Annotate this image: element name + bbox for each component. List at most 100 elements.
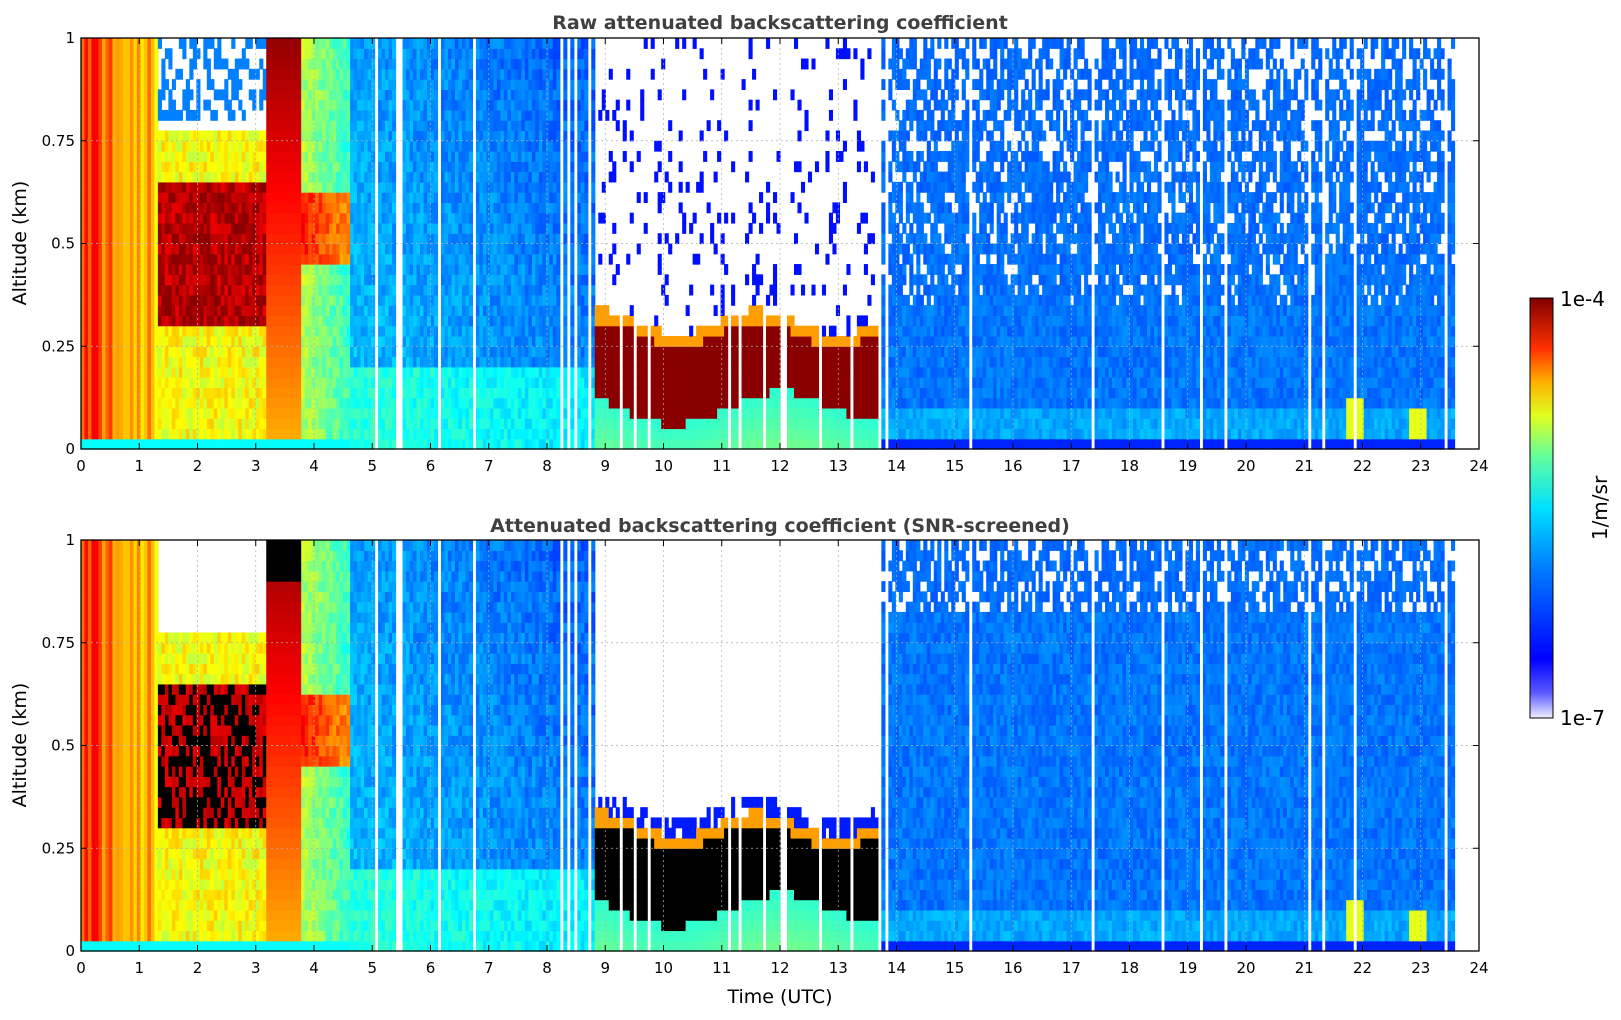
- heatmap-cell: [413, 212, 418, 224]
- heatmap-cell: [185, 233, 190, 245]
- heatmap-cell: [458, 428, 463, 440]
- heatmap-cell: [185, 151, 190, 162]
- heatmap-cell: [531, 99, 536, 111]
- heatmap-cell: [479, 428, 484, 440]
- heatmap-cell: [514, 284, 519, 296]
- heatmap-cell: [486, 294, 491, 306]
- heatmap-cell: [353, 428, 358, 440]
- heatmap-cell: [164, 356, 169, 368]
- heatmap-cell: [458, 151, 463, 162]
- heatmap-cell: [542, 212, 547, 224]
- heatmap-cell: [496, 335, 501, 347]
- heatmap-cell: [336, 38, 341, 49]
- heatmap-cell: [433, 171, 439, 183]
- heatmap-cell: [420, 397, 425, 409]
- heatmap-cell: [332, 109, 337, 121]
- heatmap-cell: [203, 140, 208, 152]
- heatmap-cell: [133, 79, 138, 90]
- heatmap-cell: [84, 109, 89, 121]
- heatmap-cell: [311, 130, 316, 142]
- heatmap-cell: [336, 109, 341, 121]
- heatmap-cell: [297, 38, 302, 49]
- heatmap-cell: [378, 58, 383, 70]
- heatmap-cell: [290, 284, 295, 296]
- heatmap-cell: [416, 397, 421, 409]
- heatmap-cell: [122, 89, 128, 101]
- heatmap-cell: [301, 397, 306, 409]
- heatmap-cell: [287, 264, 292, 275]
- heatmap-cell: [451, 161, 456, 173]
- heatmap-cell: [524, 377, 529, 388]
- heatmap-cell: [433, 181, 439, 193]
- heatmap-cell: [357, 79, 362, 90]
- heatmap-cell: [94, 428, 100, 440]
- heatmap-cell: [388, 58, 393, 70]
- heatmap-cell: [220, 407, 225, 419]
- heatmap-cell: [542, 202, 547, 214]
- heatmap-cell: [353, 284, 358, 296]
- heatmap-cell: [122, 161, 128, 173]
- heatmap-cell: [192, 161, 197, 173]
- heatmap-cell: [517, 284, 522, 296]
- heatmap-cell: [119, 294, 124, 306]
- heatmap-cell: [500, 48, 505, 60]
- heatmap-cell: [461, 325, 467, 337]
- heatmap-cell: [241, 325, 246, 337]
- heatmap-cell: [545, 366, 550, 378]
- heatmap-cell: [475, 38, 481, 49]
- heatmap-cell: [276, 264, 281, 275]
- heatmap-cell: [238, 151, 243, 162]
- heatmap-cell: [108, 58, 114, 70]
- heatmap-cell: [178, 151, 183, 162]
- heatmap-cell: [371, 222, 376, 234]
- heatmap-cell: [388, 89, 393, 101]
- heatmap-cell: [465, 202, 470, 214]
- heatmap-cell: [416, 222, 421, 234]
- heatmap-cell: [105, 428, 110, 440]
- heatmap-cell: [353, 130, 358, 142]
- heatmap-cell: [87, 335, 93, 347]
- heatmap-cell: [231, 192, 236, 203]
- heatmap-cell: [178, 274, 183, 286]
- heatmap-cell: [301, 428, 306, 440]
- heatmap-cell: [454, 233, 460, 245]
- heatmap-cell: [388, 109, 393, 121]
- heatmap-cell: [94, 294, 100, 306]
- heatmap-cell: [234, 68, 239, 80]
- heatmap-cell: [346, 109, 351, 121]
- heatmap-cell: [192, 335, 197, 347]
- heatmap-cell: [210, 397, 215, 409]
- heatmap-cell: [381, 38, 386, 49]
- heatmap-cell: [283, 109, 288, 121]
- heatmap-cell: [451, 243, 456, 255]
- heatmap-cell: [248, 68, 253, 80]
- heatmap-cell: [318, 192, 323, 203]
- heatmap-cell: [496, 418, 501, 430]
- heatmap-cell: [101, 305, 107, 317]
- heatmap-cell: [213, 109, 218, 121]
- heatmap-cell: [545, 212, 550, 224]
- heatmap-cell: [108, 305, 114, 317]
- heatmap-cell: [381, 212, 386, 224]
- heatmap-cell: [304, 407, 309, 419]
- heatmap-cell: [336, 325, 341, 337]
- heatmap-cell: [423, 356, 428, 368]
- heatmap-cell: [440, 366, 446, 378]
- heatmap-cell: [322, 68, 327, 80]
- heatmap-cell: [346, 438, 351, 450]
- heatmap-cell: [171, 305, 176, 317]
- heatmap-cell: [112, 222, 117, 234]
- heatmap-cell: [171, 264, 176, 275]
- heatmap-cell: [343, 130, 348, 142]
- heatmap-cell: [217, 407, 222, 419]
- heatmap-cell: [294, 243, 299, 255]
- heatmap-cell: [238, 366, 243, 378]
- heatmap-cell: [392, 284, 397, 296]
- heatmap-cell: [371, 212, 376, 224]
- heatmap-cell: [115, 161, 121, 173]
- heatmap-cell: [143, 130, 148, 142]
- heatmap-cell: [350, 377, 355, 388]
- heatmap-cell: [224, 202, 229, 214]
- heatmap-cell: [136, 325, 142, 337]
- heatmap-cell: [168, 366, 173, 378]
